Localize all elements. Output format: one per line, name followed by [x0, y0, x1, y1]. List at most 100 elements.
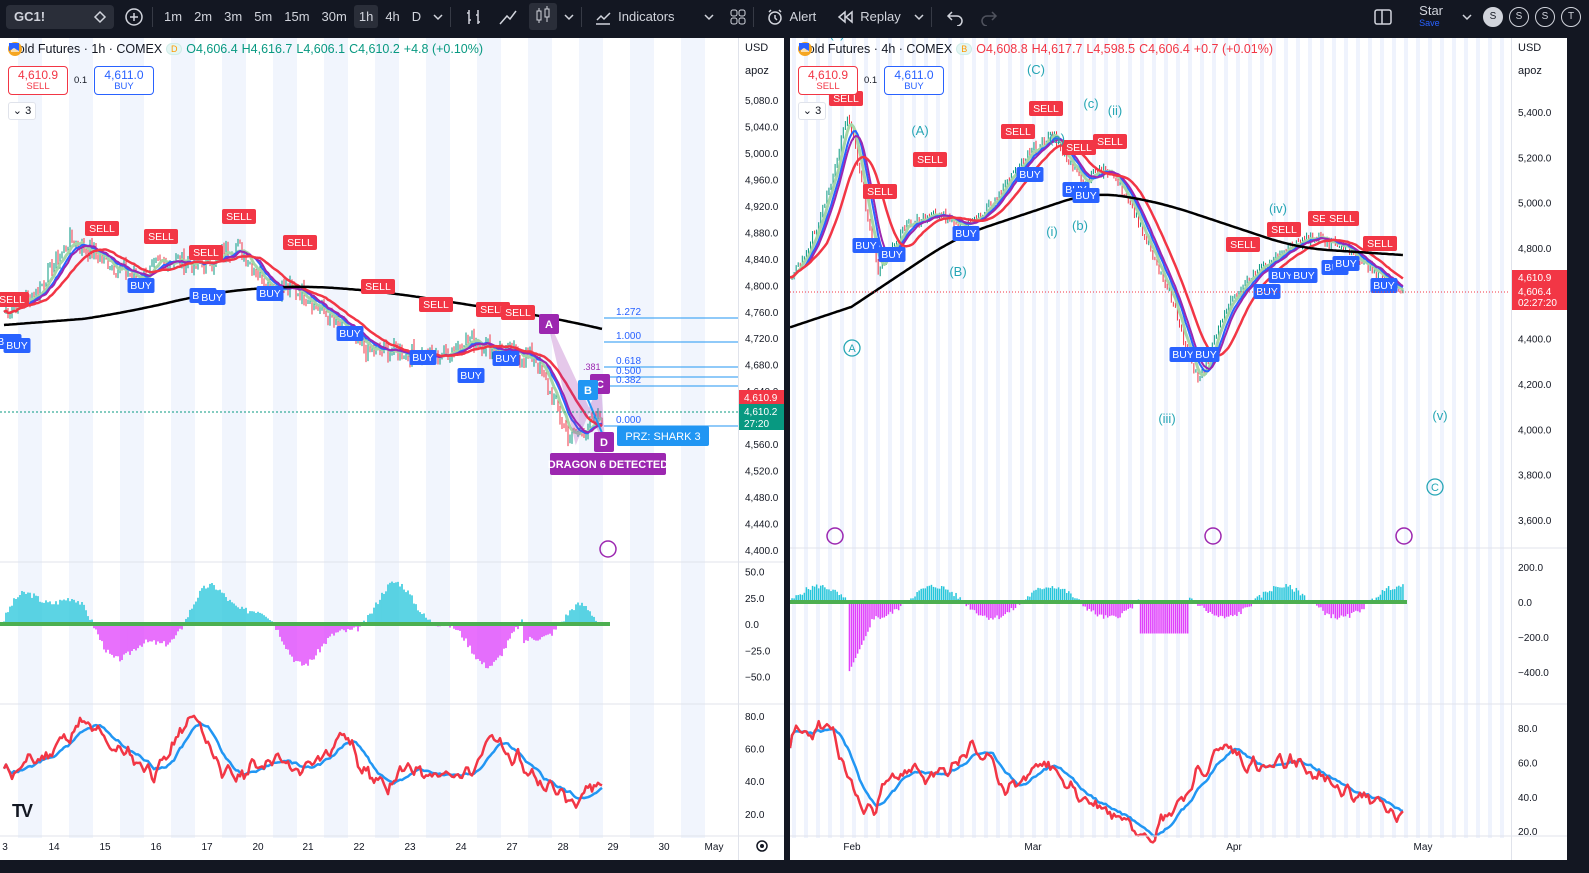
alert-button[interactable]: Alert: [760, 8, 823, 26]
session-band: [1248, 38, 1252, 838]
timeframe-1h[interactable]: 1h: [353, 5, 379, 28]
alarm-clock-icon: [767, 8, 782, 25]
compare-icon[interactable]: [497, 6, 519, 28]
user-menu[interactable]: Star Save: [1419, 2, 1443, 28]
session-band: [1332, 38, 1336, 838]
buy-button[interactable]: 4,611.0 BUY: [884, 66, 944, 95]
session-band: [972, 38, 976, 838]
timeframe-30m[interactable]: 30m: [321, 9, 347, 24]
chevron-down-icon[interactable]: [913, 11, 925, 23]
chevron-down-icon[interactable]: [432, 11, 444, 23]
timeframe-2m[interactable]: 2m: [194, 9, 213, 24]
session-band: [1044, 38, 1048, 838]
sell-button[interactable]: 4,610.9 SELL: [8, 66, 68, 95]
signal-box: [863, 184, 897, 199]
chart-pane-4h[interactable]: 5,400.05,200.05,000.04,800.04,600.04,400…: [790, 38, 1567, 860]
ohlc-close: C4,606.4: [1139, 42, 1190, 56]
ema-red: [790, 143, 1404, 357]
session-band: [840, 38, 844, 838]
avatar[interactable]: T: [1561, 6, 1581, 27]
signal-label: SELL: [1097, 136, 1123, 148]
currency-selector[interactable]: USD: [1518, 42, 1542, 54]
add-symbol-icon[interactable]: [122, 5, 146, 29]
timeframe-D[interactable]: D: [411, 9, 422, 24]
chevron-down-icon[interactable]: [563, 11, 575, 23]
x-axis-label: Mar: [1024, 842, 1042, 853]
layout-split-icon[interactable]: [1373, 7, 1393, 27]
tradingview-logo: TV: [12, 801, 33, 821]
unit-selector[interactable]: apoz: [1518, 65, 1542, 77]
indicators-icon: [596, 11, 611, 25]
flag-icon[interactable]: [8, 42, 20, 54]
timeframe-5m[interactable]: 5m: [254, 9, 273, 24]
sell-signal: SELL: [1093, 134, 1127, 149]
session-band: [1128, 38, 1132, 838]
signal-box: [457, 368, 485, 383]
indicators-collapse-button[interactable]: ⌄ 3: [8, 102, 36, 120]
chevron-down-icon[interactable]: [1461, 11, 1473, 23]
timeframe-3m[interactable]: 3m: [224, 9, 243, 24]
wave-label: (i): [1046, 224, 1058, 239]
signal-box: [419, 297, 453, 312]
price-axis[interactable]: USD apoz: [738, 38, 784, 860]
chart-canvas-1h[interactable]: 5,080.0 5,040.0 5,000.0 4,960.0 4,920.0 4,880…: [0, 38, 784, 860]
price-tick: 4,920.0: [745, 202, 779, 213]
flag-icon[interactable]: [798, 42, 810, 54]
sell-signal: SELL: [1325, 211, 1359, 226]
chart-pane-1h[interactable]: 5,080.0 5,040.0 5,000.0 4,960.0 4,920.0 4,880…: [0, 38, 784, 860]
signal-box: [222, 209, 256, 224]
top-toolbar: GC1! 1m 2m 3m 5m 15m 30m 1h 4h D Indicators Aler…: [0, 0, 1589, 33]
redo-icon[interactable]: [980, 8, 998, 26]
signal-label: SELL: [1230, 239, 1256, 251]
session-band: [324, 38, 348, 838]
undo-icon[interactable]: [946, 8, 964, 26]
wave-label: (b): [1072, 218, 1088, 233]
signal-label: SELL: [193, 247, 219, 259]
buy-signal: BUY: [256, 286, 284, 301]
indicators-collapse-button[interactable]: ⌄ 3: [798, 102, 826, 120]
symbol-search[interactable]: GC1!: [6, 4, 114, 29]
prz-label: PRZ: SHARK 3: [625, 431, 700, 443]
replay-button[interactable]: Replay: [830, 8, 906, 26]
chevron-down-icon[interactable]: [703, 11, 715, 23]
session-band: [1116, 38, 1120, 838]
session-band: [852, 38, 856, 838]
signal-box: [1226, 237, 1260, 252]
rsi-tick: 20.0: [1518, 827, 1538, 838]
avatar[interactable]: S: [1483, 6, 1503, 27]
price-label: 4,610.2: [744, 407, 778, 418]
detected-label: DRAGON 6 DETECTED: [548, 459, 668, 471]
price-tick: 3,600.0: [1518, 516, 1552, 527]
chart-title: Gold Futures · 4h · COMEX: [798, 42, 953, 56]
candle-style-button[interactable]: [529, 3, 558, 30]
avatar[interactable]: S: [1509, 6, 1529, 27]
signal-box: [1016, 167, 1044, 182]
rsi-tick: 40.0: [745, 777, 765, 788]
signal-label: SELL: [917, 154, 943, 166]
price-label-box: [739, 390, 784, 404]
buy-signal: BUY: [1169, 347, 1197, 362]
bar-style-icon[interactable]: [463, 6, 485, 28]
symbol-flag-icon[interactable]: [92, 9, 108, 25]
indicators-button[interactable]: Indicators: [588, 8, 680, 26]
gear-icon[interactable]: [754, 838, 770, 854]
unit-selector[interactable]: apoz: [745, 65, 769, 77]
session-band: [1368, 38, 1372, 838]
avatar[interactable]: S: [1535, 6, 1555, 27]
sell-button[interactable]: 4,610.9 SELL: [798, 66, 858, 95]
chart-canvas-4h[interactable]: 5,400.05,200.05,000.04,800.04,600.04,400…: [790, 38, 1567, 860]
fib-label: 0.382: [616, 375, 641, 386]
price-tick: 4,520.0: [745, 467, 779, 478]
fib-label: 0.500: [616, 366, 641, 377]
price-axis[interactable]: USD apoz: [1511, 38, 1567, 860]
timeframe-4h[interactable]: 4h: [385, 9, 400, 24]
signal-box: [1072, 188, 1100, 203]
timeframe-15m[interactable]: 15m: [284, 9, 310, 24]
session-band: [1140, 38, 1144, 838]
buy-button[interactable]: 4,611.0 BUY: [94, 66, 154, 95]
layouts-icon[interactable]: [729, 8, 747, 26]
wave-label: (iii): [1158, 411, 1175, 426]
timeframe-1m[interactable]: 1m: [164, 9, 183, 24]
currency-selector[interactable]: USD: [745, 42, 769, 54]
osc-tick: −50.0: [745, 673, 771, 684]
